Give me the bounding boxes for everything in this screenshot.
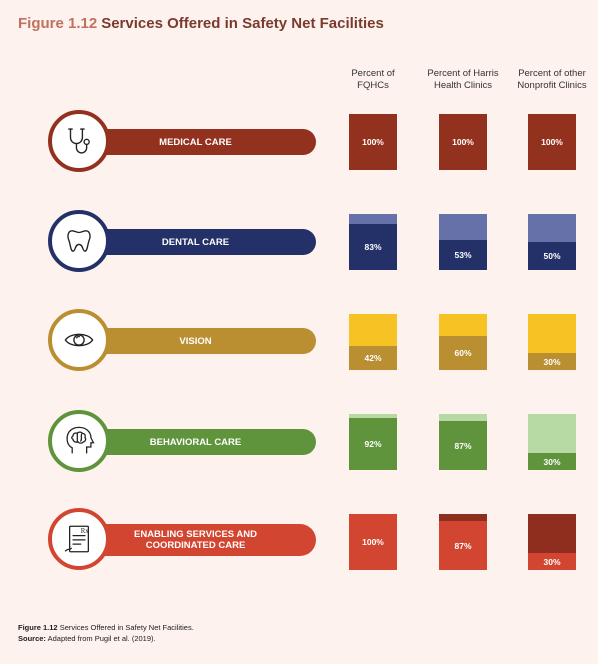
bar: 60% (439, 336, 487, 370)
column-header-line: Percent of (351, 68, 395, 79)
row-label-line: BEHAVIORAL CARE (149, 436, 242, 448)
bar-value-label: 87% (454, 540, 472, 551)
row-label-dental-care: DENTAL CARE (75, 229, 316, 255)
svg-text:Rx: Rx (81, 528, 90, 535)
bar-background: 87% (439, 514, 487, 570)
bar-background: 100% (439, 114, 487, 170)
figure-title-text: Services Offered in Safety Net Facilitie… (101, 15, 384, 32)
enabling-icon-ring: Rx (48, 508, 110, 570)
bar: 92% (349, 418, 397, 470)
bar-value-label: 53% (454, 250, 472, 261)
column-header-nonprofit: Percent of other Nonprofit Clinics (507, 68, 597, 92)
bar-value-label: 30% (543, 356, 561, 367)
bar-value-label: 50% (543, 251, 561, 261)
bar: 30% (528, 453, 576, 470)
bar-value-label: 100% (541, 137, 563, 147)
row-label-behavioral-care: BEHAVIORAL CARE (75, 429, 316, 455)
bar-background: 60% (439, 314, 487, 370)
bar: 100% (528, 114, 576, 170)
bar-background: 87% (439, 414, 487, 470)
row-label-line: VISION (179, 335, 212, 347)
column-header-line: Percent of Harris (427, 68, 499, 79)
bar-value-label: 92% (364, 439, 382, 450)
bar-background: 30% (528, 314, 576, 370)
vision-icon-ring (48, 309, 110, 371)
bar: 83% (349, 223, 397, 270)
row-label-line: DENTAL CARE (161, 236, 230, 248)
behavioral-icon-ring (48, 410, 110, 472)
column-header-line: Percent of other (518, 68, 586, 79)
bar: 53% (439, 240, 487, 270)
bar-value-label: 30% (543, 556, 561, 567)
column-header-line: Health Clinics (433, 80, 493, 91)
row-label-line: COORDINATED CARE (145, 540, 246, 551)
source-label: Source: (18, 634, 46, 643)
bar: 87% (439, 521, 487, 570)
figure-title: Figure 1.12 Services Offered in Safety Ne… (18, 15, 384, 32)
row-label-medical-care: MEDICAL CARE (75, 129, 316, 155)
bar-background: 100% (349, 114, 397, 170)
stethoscope-icon (68, 128, 90, 154)
bar-background: 42% (349, 314, 397, 370)
bar-background: 50% (528, 214, 576, 270)
bar: 50% (528, 242, 576, 270)
eye-icon (64, 333, 94, 347)
bar-background: 83% (349, 214, 397, 270)
row-label-vision: VISION (75, 328, 316, 354)
bar: 100% (349, 514, 397, 570)
bar-value-label: 60% (454, 348, 472, 359)
bar-value-label: 100% (362, 537, 384, 547)
bar-value-label: 30% (543, 456, 561, 467)
dental-icon-ring (48, 210, 110, 272)
bar: 42% (349, 346, 397, 370)
bar-background: 30% (528, 414, 576, 470)
footnote: Figure 1.12 Services Offered in Safety N… (18, 622, 194, 644)
row-label-line: MEDICAL CARE (159, 136, 232, 148)
bar: 30% (528, 553, 576, 570)
caption-text: Services Offered in Safety Net Facilitie… (59, 623, 194, 632)
bar-background: 53% (439, 214, 487, 270)
bar: 100% (349, 114, 397, 170)
medical-icon-ring (48, 110, 110, 172)
bar-value-label: 100% (452, 137, 474, 147)
bar: 30% (528, 353, 576, 370)
bar-background: 30% (528, 514, 576, 570)
bar-background: 100% (349, 514, 397, 570)
source-text: Adapted from Pugil et al. (2019). (47, 634, 156, 643)
caption-label: Figure 1.12 (18, 623, 58, 632)
column-header-line: Nonprofit Clinics (517, 80, 587, 91)
bar-value-label: 42% (364, 353, 382, 364)
bar: 87% (439, 421, 487, 470)
column-header-line: FQHCs (357, 80, 389, 91)
column-header-harris: Percent of Harris Health Clinics (418, 68, 508, 92)
bar-value-label: 87% (454, 440, 472, 451)
bar: 100% (439, 114, 487, 170)
prescription-icon: Rx (64, 525, 90, 553)
column-header-fqhc: Percent of FQHCs (328, 68, 418, 92)
tooth-icon (67, 230, 91, 252)
figure-label: Figure 1.12 (18, 15, 98, 32)
bar-background: 92% (349, 414, 397, 470)
bar-background: 100% (528, 114, 576, 170)
row-label-line: ENABLING SERVICES AND (134, 529, 257, 540)
brain-icon (66, 426, 95, 454)
row-label-enabling-services: ENABLING SERVICES AND COORDINATED CARE (75, 524, 316, 556)
bar-value-label: 83% (364, 241, 382, 252)
bar-value-label: 100% (362, 137, 384, 147)
